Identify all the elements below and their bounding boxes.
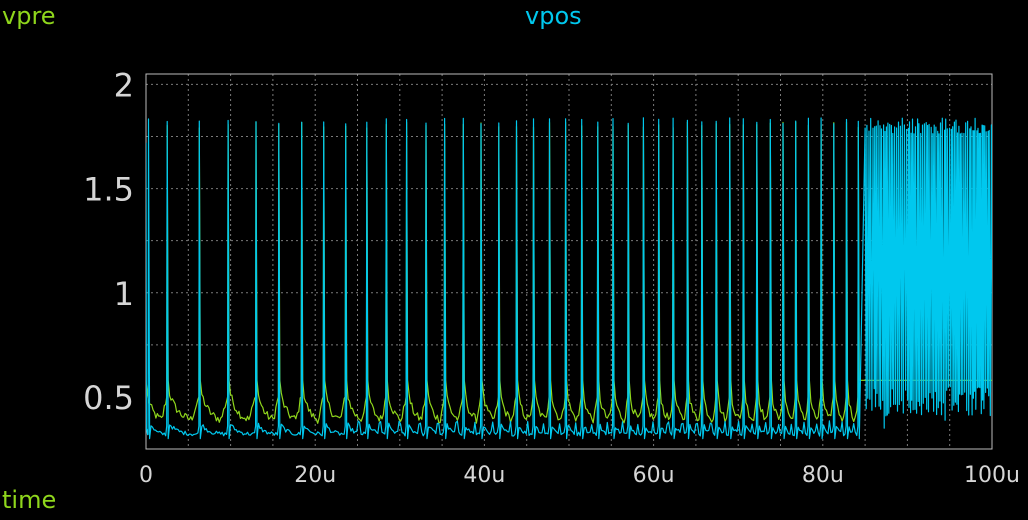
tick-labels: 0 20u 40u 60u 80u 100u 0.5 1 1.5 2 — [83, 66, 1020, 488]
series-line-vpos — [146, 117, 992, 440]
x-tick-label: 20u — [294, 463, 336, 488]
x-tick-label: 40u — [463, 463, 505, 488]
legend-vpre: vpre — [2, 2, 56, 30]
x-axis-label: time — [2, 486, 57, 514]
y-tick-label: 2 — [114, 66, 134, 104]
y-tick-label: 1 — [114, 275, 134, 313]
x-tick-label: 100u — [964, 463, 1020, 488]
y-tick-label: 1.5 — [83, 171, 134, 209]
x-tick-label: 0 — [139, 463, 153, 488]
x-tick-label: 80u — [802, 463, 844, 488]
legend-vpos: vpos — [525, 2, 582, 30]
series-layer — [146, 117, 992, 440]
x-tick-label: 60u — [633, 463, 675, 488]
grid — [146, 74, 992, 449]
y-tick-label: 0.5 — [83, 379, 134, 417]
